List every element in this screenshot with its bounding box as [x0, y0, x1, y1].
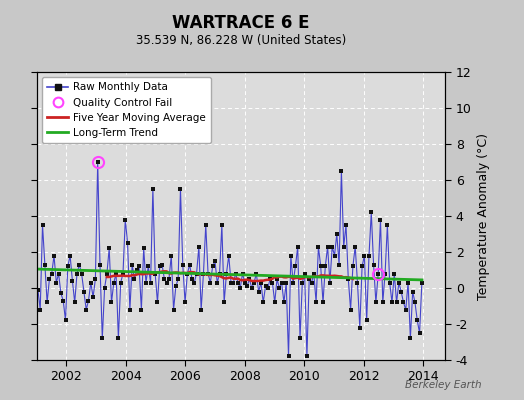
Text: WARTRACE 6 E: WARTRACE 6 E: [172, 14, 310, 32]
Y-axis label: Temperature Anomaly (°C): Temperature Anomaly (°C): [477, 132, 490, 300]
Legend: Raw Monthly Data, Quality Control Fail, Five Year Moving Average, Long-Term Tren: Raw Monthly Data, Quality Control Fail, …: [42, 77, 211, 143]
Text: Berkeley Earth: Berkeley Earth: [406, 380, 482, 390]
Text: 35.539 N, 86.228 W (United States): 35.539 N, 86.228 W (United States): [136, 34, 346, 47]
